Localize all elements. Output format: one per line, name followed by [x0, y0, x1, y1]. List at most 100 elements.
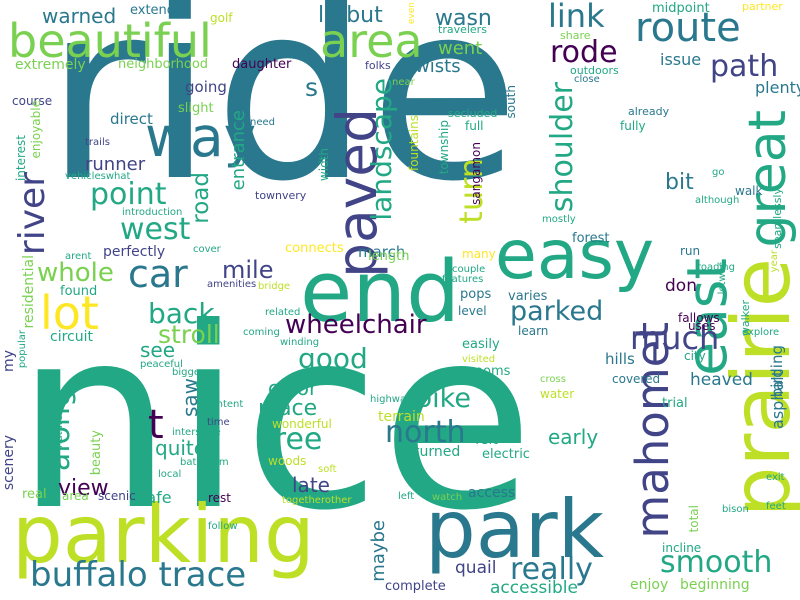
cloud-word: local — [158, 469, 182, 480]
cloud-word: go — [712, 167, 725, 178]
cloud-word: roading — [697, 262, 735, 273]
cloud-word: parked — [510, 296, 604, 327]
cloud-word: travelers — [438, 23, 487, 36]
cloud-word: felt — [475, 432, 498, 448]
cloud-word: enjoy — [630, 577, 669, 593]
cloud-word: slight — [178, 101, 214, 116]
cloud-word: shoulder — [545, 82, 580, 213]
cloud-word: really — [510, 552, 593, 587]
cloud-word: stroll — [158, 320, 220, 349]
cloud-word: accessible — [490, 578, 578, 598]
cloud-word: follow — [208, 521, 238, 532]
cloud-word: uses — [688, 319, 716, 333]
cloud-word: point — [90, 177, 167, 212]
cloud-word: neighborhood — [118, 57, 209, 72]
cloud-word: interstate — [172, 427, 221, 438]
cloud-word: birding — [768, 345, 786, 398]
cloud-word: west — [120, 212, 191, 247]
cloud-word: total — [687, 505, 701, 533]
cloud-word: real — [22, 487, 47, 502]
cloud-word: landscape — [365, 78, 398, 221]
cloud-word: buffalo trace — [30, 555, 247, 595]
cloud-word: peaceful — [140, 359, 183, 370]
cloud-word: runner — [85, 154, 146, 175]
cloud-word: interest — [14, 135, 28, 182]
cloud-word: amenities — [207, 279, 257, 290]
cloud-word: went — [438, 38, 483, 59]
cloud-word: north — [385, 415, 466, 450]
cloud-word: rest — [208, 491, 232, 505]
cloud-word: mile — [222, 256, 274, 284]
cloud-word: early — [548, 425, 599, 449]
cloud-word: place — [258, 396, 318, 421]
cloud-word: introduction — [122, 207, 183, 218]
cloud-word: hills — [605, 350, 635, 368]
cloud-word: color — [268, 376, 318, 400]
cloud-word: enjoyable — [29, 100, 43, 159]
cloud-word: fully — [620, 119, 646, 133]
cloud-word: back — [148, 297, 215, 330]
cloud-word: late — [292, 473, 330, 497]
cloud-word: fallows — [678, 311, 720, 325]
cloud-word: area — [320, 14, 423, 68]
cloud-word: link — [548, 0, 605, 35]
cloud-word: lotbut — [318, 3, 383, 28]
cloud-word: beauty — [89, 430, 104, 476]
cloud-word: content — [205, 399, 244, 410]
cloud-word: plenty — [755, 78, 800, 97]
cloud-word: safe — [138, 488, 172, 507]
cloud-word: connects — [285, 241, 344, 256]
cloud-word: daughter — [232, 57, 292, 72]
cloud-word: seamlessly — [771, 188, 784, 249]
cloud-word: my — [1, 350, 17, 372]
cloud-word: great — [738, 110, 798, 248]
cloud-word: river — [12, 172, 53, 256]
cloud-word: extremely — [15, 57, 86, 73]
cloud-word: arent — [65, 251, 92, 262]
cloud-word: rode — [550, 35, 618, 70]
cloud-word: easy — [495, 216, 655, 295]
cloud-word: covered — [612, 372, 661, 386]
cloud-word: complete — [385, 579, 446, 594]
cloud-word: sangamon — [469, 142, 483, 205]
cloud-word: easily — [462, 337, 500, 352]
cloud-word: varies — [508, 289, 548, 304]
cloud-word: explore — [742, 327, 780, 338]
cloud-word: even — [407, 2, 417, 25]
cloud-word: going — [185, 78, 227, 96]
cloud-word: bike — [415, 383, 471, 414]
cloud-word: soft — [318, 464, 337, 475]
cloud-word: quail — [455, 558, 497, 578]
cloud-word: forest — [572, 231, 610, 246]
cloud-word: feet — [766, 501, 786, 512]
cloud-word: don — [665, 276, 697, 296]
cloud-word: lotwas — [717, 262, 728, 295]
cloud-word: tree — [262, 422, 323, 457]
cloud-word: road — [188, 172, 214, 224]
cloud-word: mostly — [542, 214, 576, 225]
cloud-word: bigger — [172, 367, 205, 378]
cloud-word: left — [398, 491, 415, 502]
cloud-word: trails — [85, 137, 110, 148]
cloud-word: smooth — [660, 545, 773, 580]
cloud-word: end — [300, 243, 461, 342]
cloud-word: wasn — [435, 6, 492, 31]
cloud-word: course — [12, 94, 53, 108]
cloud-word: fountains — [407, 115, 421, 172]
cloud-word: beautiful — [8, 14, 212, 68]
cloud-word: way — [145, 105, 257, 169]
cloud-word: township — [437, 120, 451, 175]
cloud-word: march — [358, 243, 406, 261]
cloud-word: nature — [54, 415, 65, 448]
cloud-word: park — [425, 483, 605, 576]
cloud-word: path — [710, 49, 779, 84]
cloud-word: pops — [460, 287, 492, 302]
cloud-word: rooms — [470, 364, 511, 379]
cloud-word: quite — [155, 436, 207, 460]
cloud-word: walk — [735, 184, 763, 198]
cloud-word: bit — [665, 170, 694, 195]
cloud-word: run — [680, 244, 701, 258]
cloud-word: much — [630, 319, 720, 357]
cloud-word: issue — [660, 50, 702, 69]
